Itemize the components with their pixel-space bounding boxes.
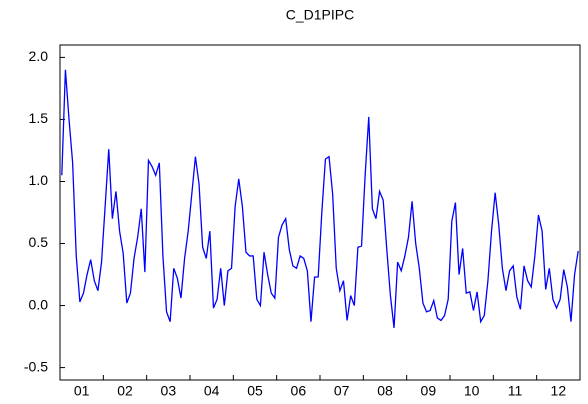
y-tick-label: -0.5 bbox=[24, 358, 48, 374]
x-tick-label: 03 bbox=[161, 383, 177, 399]
y-tick-label: 0.0 bbox=[29, 296, 49, 312]
x-tick-label: 09 bbox=[421, 383, 437, 399]
y-tick-label: 2.0 bbox=[29, 48, 49, 64]
data-line bbox=[61, 69, 579, 328]
x-tick-label: 08 bbox=[377, 383, 393, 399]
x-tick-label: 11 bbox=[508, 383, 523, 399]
x-tick-label: 07 bbox=[334, 383, 350, 399]
chart-title: C_D1PIPC bbox=[286, 7, 354, 23]
x-tick-label: 01 bbox=[74, 383, 90, 399]
x-tick-label: 04 bbox=[204, 383, 220, 399]
x-tick-label: 10 bbox=[464, 383, 480, 399]
y-tick-label: 1.5 bbox=[29, 110, 49, 126]
x-tick-label: 06 bbox=[291, 383, 307, 399]
x-tick-label: 12 bbox=[551, 383, 567, 399]
x-tick-label: 02 bbox=[117, 383, 133, 399]
y-tick-label: 0.5 bbox=[29, 234, 49, 250]
plot-frame bbox=[59, 44, 581, 381]
x-tick-label: 05 bbox=[247, 383, 263, 399]
y-tick-label: 1.0 bbox=[29, 172, 49, 188]
